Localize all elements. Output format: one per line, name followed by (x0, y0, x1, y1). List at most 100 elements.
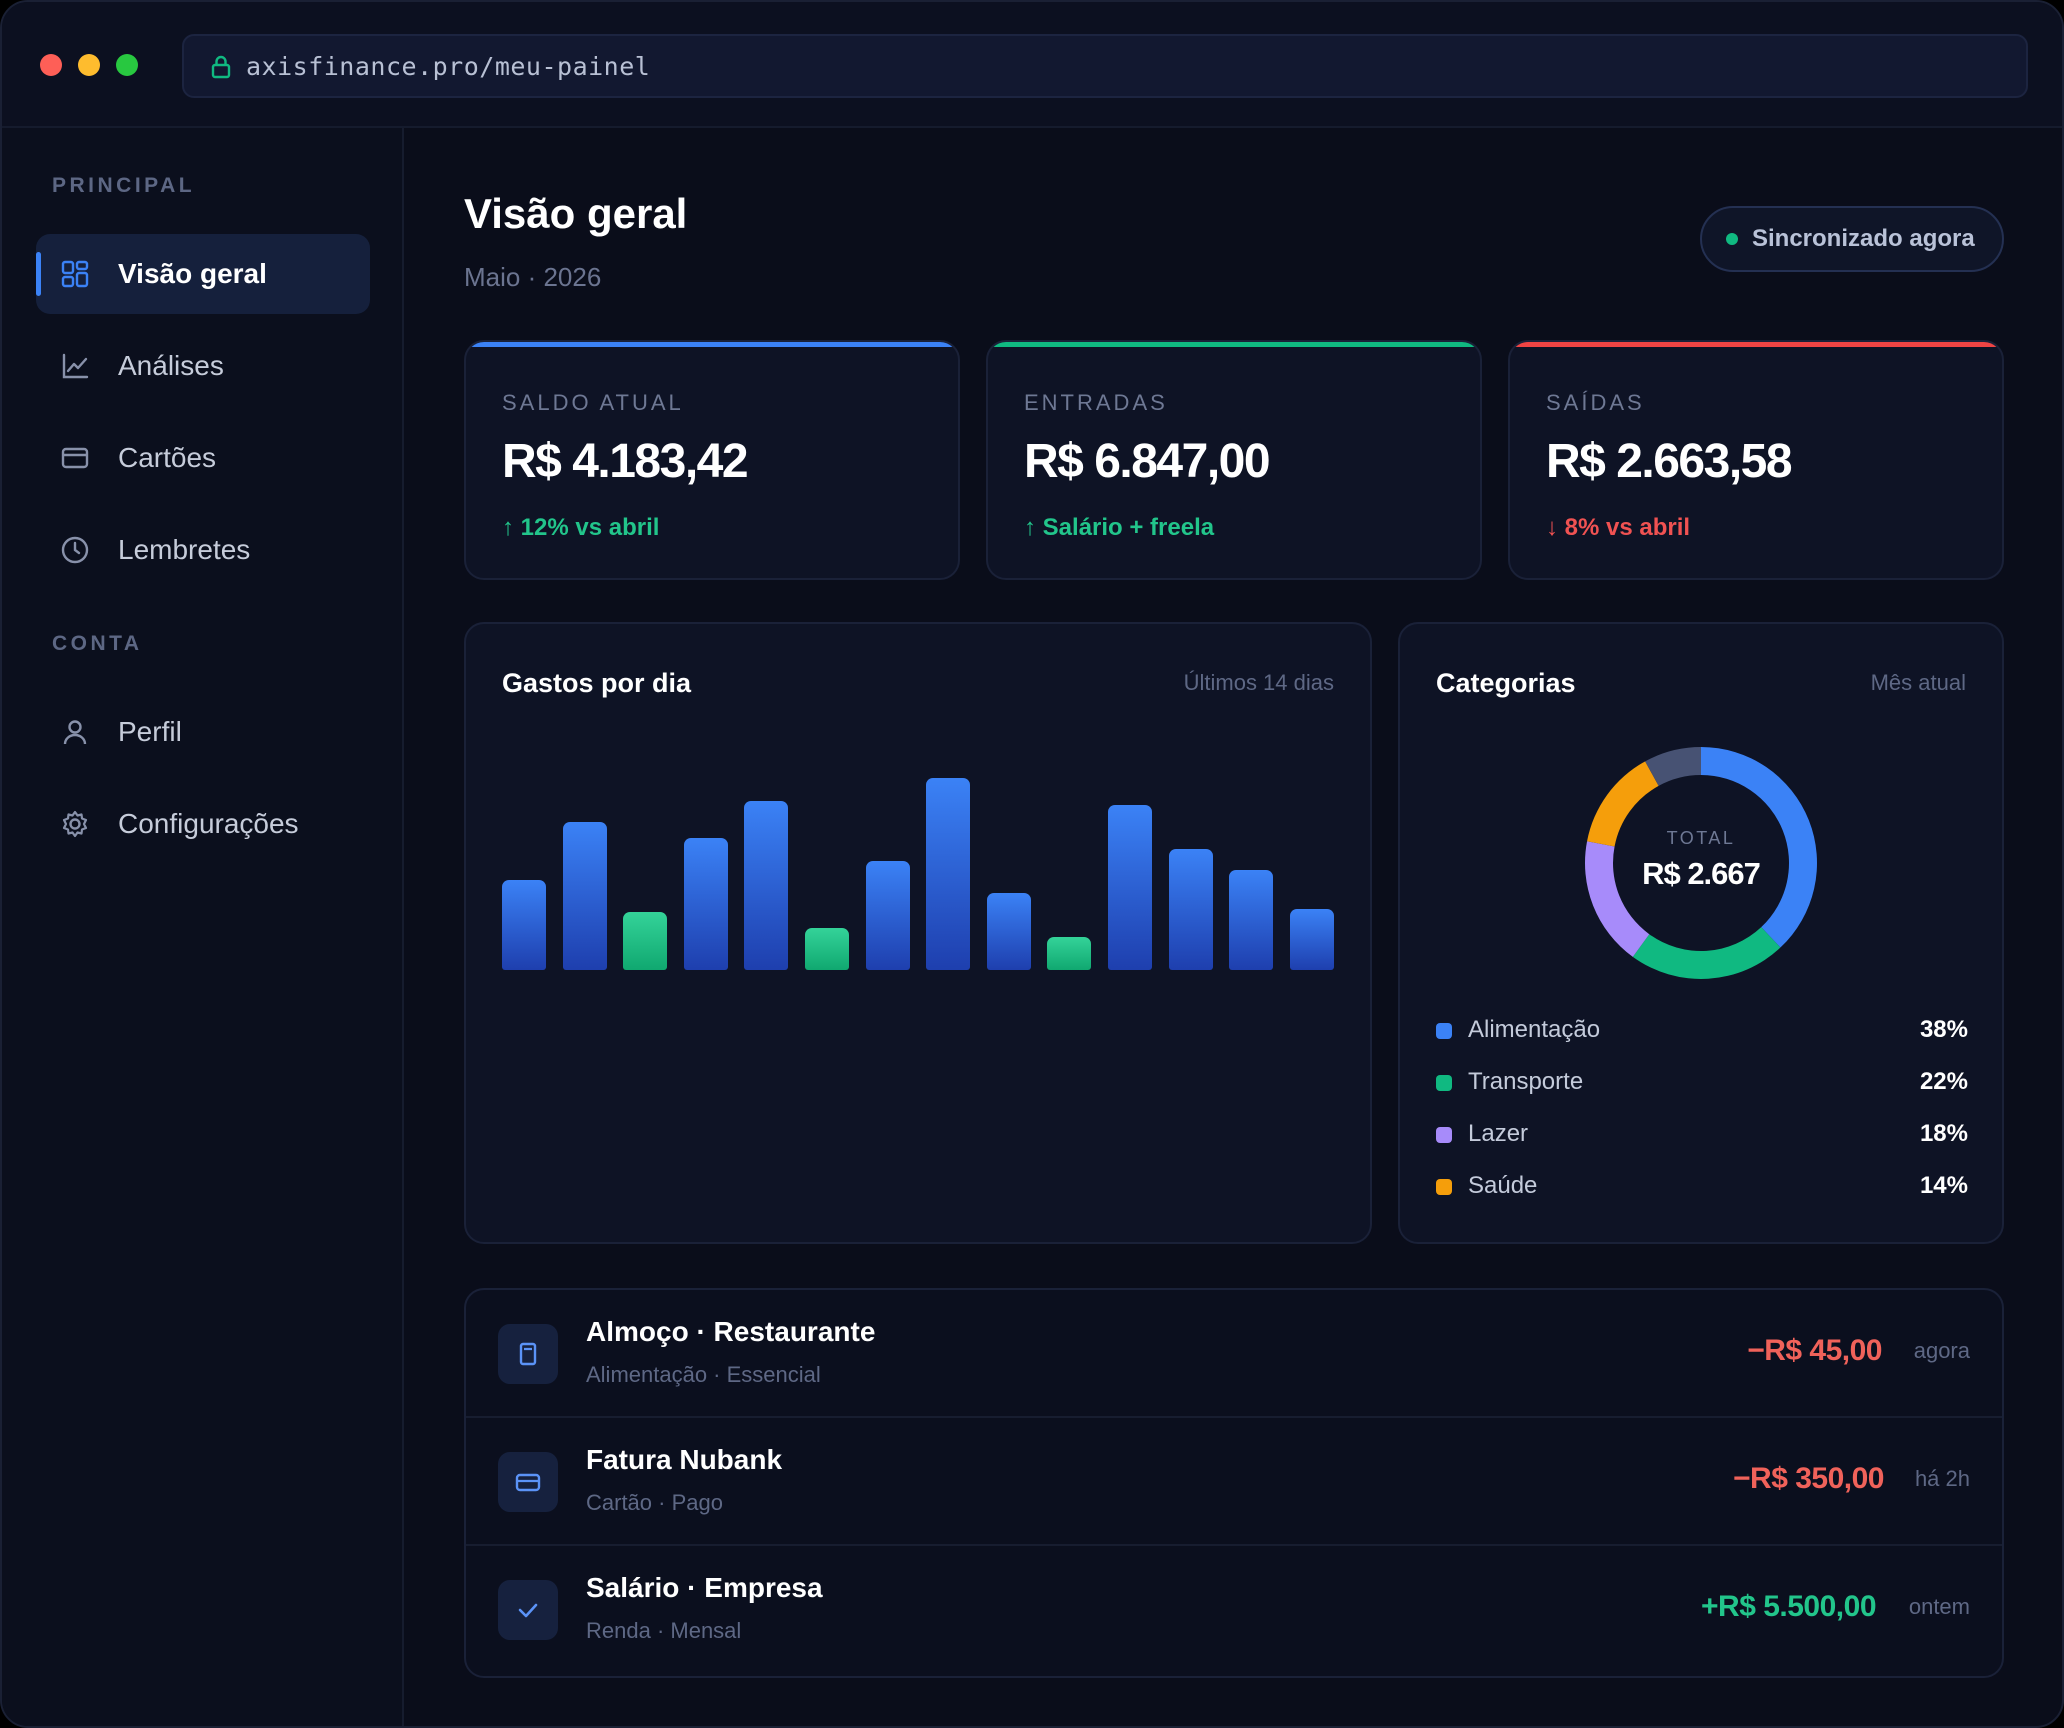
bar-day-8[interactable] (926, 778, 970, 970)
transaction-title: Fatura Nubank (586, 1444, 783, 1475)
gear-icon (62, 810, 88, 838)
donut-slice-alimentação[interactable] (1701, 747, 1817, 948)
sidebar-item-lembretes[interactable]: Lembretes (36, 510, 370, 590)
bar-day-13[interactable] (1229, 870, 1273, 970)
minimize-window-button[interactable] (78, 54, 100, 76)
legend-swatch (1436, 1075, 1452, 1091)
sidebar-section-principal: PRINCIPAL (52, 174, 196, 197)
daily-spending-panel: Gastos por dia Últimos 14 dias (464, 622, 1372, 1244)
bar-day-9[interactable] (987, 893, 1031, 970)
panel-period-label[interactable]: Últimos 14 dias (1183, 670, 1334, 695)
legend-percent: 38% (1919, 1016, 1968, 1043)
sidebar-item-perfil[interactable]: Perfil (36, 692, 370, 772)
sidebar: PRINCIPAL Visão geral Análises Cartões (2, 128, 404, 1726)
sidebar-item-visao-geral[interactable]: Visão geral (36, 234, 370, 314)
legend-item[interactable]: Transporte 22% (1436, 1066, 1968, 1102)
address-bar[interactable]: axisfinance.pro/meu-painel (182, 34, 2028, 98)
clock-icon (61, 536, 89, 564)
maximize-window-button[interactable] (116, 54, 138, 76)
sidebar-item-cartoes[interactable]: Cartões (36, 418, 370, 498)
bar-day-12[interactable] (1169, 849, 1213, 970)
bar-day-7[interactable] (866, 861, 910, 970)
stat-card-saldo[interactable]: SALDO ATUAL R$ 4.183,42 ↑ 12% vs abril (464, 340, 960, 580)
legend-item[interactable]: Saúde 14% (1436, 1170, 1968, 1206)
sidebar-section-conta: CONTA (52, 632, 143, 655)
donut-slice-transporte[interactable] (1632, 927, 1781, 979)
stat-label: ENTRADAS (1024, 390, 1168, 415)
stat-value: R$ 6.847,00 (1024, 435, 1271, 488)
transaction-row[interactable]: Salário · Empresa Renda · Mensal +R$ 5.5… (466, 1546, 2002, 1674)
legend-swatch (1436, 1023, 1452, 1039)
bar-day-14[interactable] (1290, 909, 1334, 970)
sidebar-item-label: Cartões (118, 442, 217, 473)
bar-day-10[interactable] (1047, 937, 1091, 970)
panel-period-label[interactable]: Mês atual (1870, 670, 1966, 695)
legend-percent: 22% (1919, 1068, 1968, 1095)
legend-label: Lazer (1468, 1120, 1529, 1147)
sidebar-item-label: Lembretes (118, 534, 251, 565)
bar-day-3[interactable] (623, 912, 667, 970)
stat-card-entradas[interactable]: ENTRADAS R$ 6.847,00 ↑ Salário + freela (986, 340, 1482, 580)
check-icon (498, 1580, 558, 1640)
card-accent-bar (466, 342, 958, 347)
sync-status-badge[interactable]: Sincronizado agora (1700, 206, 2004, 272)
transaction-meta: Renda · Mensal (586, 1618, 742, 1643)
sidebar-item-label: Análises (118, 350, 224, 381)
legend-label: Saúde (1468, 1172, 1538, 1199)
transaction-row[interactable]: Fatura Nubank Cartão · Pago −R$ 350,00 h… (466, 1418, 2002, 1546)
stat-delta: ↑ 12% vs abril (502, 514, 660, 541)
legend-swatch (1436, 1127, 1452, 1143)
lock-icon (211, 55, 231, 79)
page-title: Visão geral (464, 190, 688, 237)
browser-titlebar: axisfinance.pro/meu-painel (2, 2, 2062, 128)
categories-panel: Categorias Mês atual TOTAL R$ 2.667 Alim… (1398, 622, 2004, 1244)
transaction-title: Salário · Empresa (586, 1572, 823, 1603)
transaction-time: ontem (1908, 1594, 1970, 1619)
transaction-meta: Alimentação · Essencial (586, 1362, 821, 1387)
stat-value: R$ 2.663,58 (1546, 435, 1793, 488)
categories-donut-chart: TOTAL R$ 2.667 (1585, 747, 1817, 979)
legend-item[interactable]: Lazer 18% (1436, 1118, 1968, 1154)
stat-label: SALDO ATUAL (502, 390, 684, 415)
transaction-time: agora (1913, 1338, 1970, 1363)
legend-label: Alimentação (1468, 1016, 1601, 1043)
transaction-title: Almoço · Restaurante (586, 1316, 876, 1347)
legend-percent: 18% (1919, 1120, 1968, 1147)
donut-slice-outros[interactable] (1645, 747, 1701, 786)
stat-label: SAÍDAS (1546, 390, 1645, 415)
sidebar-item-configuracoes[interactable]: Configurações (36, 784, 370, 864)
transaction-amount: −R$ 45,00 (1747, 1334, 1882, 1367)
legend-item[interactable]: Alimentação 38% (1436, 1014, 1968, 1050)
transaction-amount: +R$ 5.500,00 (1701, 1590, 1876, 1623)
sync-status-label: Sincronizado agora (1752, 225, 1975, 252)
sidebar-item-analises[interactable]: Análises (36, 326, 370, 406)
close-window-button[interactable] (40, 54, 62, 76)
transactions-list: Almoço · Restaurante Alimentação · Essen… (464, 1288, 2004, 1678)
sidebar-item-label: Perfil (118, 716, 182, 747)
donut-total-label: TOTAL (1667, 828, 1736, 848)
donut-slice-saúde[interactable] (1587, 761, 1659, 847)
bar-day-5[interactable] (744, 801, 788, 970)
donut-slice-lazer[interactable] (1585, 841, 1650, 957)
bar-day-1[interactable] (502, 880, 546, 970)
bar-day-4[interactable] (684, 838, 728, 970)
card-accent-bar (988, 342, 1480, 347)
page-subtitle: Maio · 2026 (464, 262, 602, 292)
sidebar-item-label: Visão geral (118, 258, 267, 289)
stat-delta: ↑ Salário + freela (1024, 514, 1215, 541)
bar-day-2[interactable] (563, 822, 607, 970)
stat-card-saidas[interactable]: SAÍDAS R$ 2.663,58 ↓ 8% vs abril (1508, 340, 2004, 580)
user-icon (63, 720, 87, 745)
bar-day-11[interactable] (1108, 805, 1152, 970)
stat-value: R$ 4.183,42 (502, 435, 749, 488)
transaction-meta: Cartão · Pago (586, 1490, 723, 1515)
transaction-row[interactable]: Almoço · Restaurante Alimentação · Essen… (466, 1290, 2002, 1418)
stat-delta: ↓ 8% vs abril (1546, 514, 1691, 541)
credit-card-icon (498, 1452, 558, 1512)
bar-day-6[interactable] (805, 928, 849, 970)
legend-percent: 14% (1919, 1172, 1968, 1199)
legend-swatch (1436, 1179, 1452, 1195)
line-chart-icon (62, 353, 89, 379)
card-accent-bar (1510, 342, 2002, 347)
